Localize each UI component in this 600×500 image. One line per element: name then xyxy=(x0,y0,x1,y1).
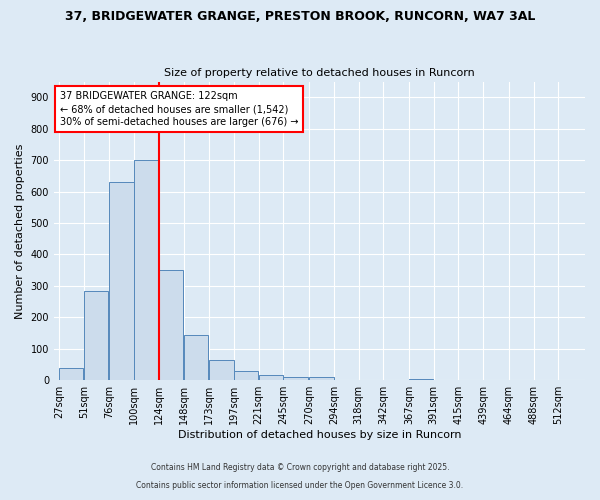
Bar xyxy=(184,334,208,380)
Y-axis label: Number of detached properties: Number of detached properties xyxy=(15,143,25,318)
X-axis label: Distribution of detached houses by size in Runcorn: Distribution of detached houses by size … xyxy=(178,430,461,440)
Title: Size of property relative to detached houses in Runcorn: Size of property relative to detached ho… xyxy=(164,68,475,78)
Text: Contains HM Land Registry data © Crown copyright and database right 2025.: Contains HM Land Registry data © Crown c… xyxy=(151,464,449,472)
Bar xyxy=(259,376,283,380)
Bar xyxy=(209,360,234,380)
Bar xyxy=(159,270,183,380)
Bar xyxy=(59,368,83,380)
Bar xyxy=(84,290,108,380)
Text: 37, BRIDGEWATER GRANGE, PRESTON BROOK, RUNCORN, WA7 3AL: 37, BRIDGEWATER GRANGE, PRESTON BROOK, R… xyxy=(65,10,535,23)
Bar xyxy=(109,182,134,380)
Bar xyxy=(134,160,158,380)
Text: 37 BRIDGEWATER GRANGE: 122sqm
← 68% of detached houses are smaller (1,542)
30% o: 37 BRIDGEWATER GRANGE: 122sqm ← 68% of d… xyxy=(60,91,299,128)
Bar xyxy=(234,371,259,380)
Bar xyxy=(283,377,308,380)
Bar xyxy=(309,377,334,380)
Text: Contains public sector information licensed under the Open Government Licence 3.: Contains public sector information licen… xyxy=(136,481,464,490)
Bar xyxy=(409,378,433,380)
